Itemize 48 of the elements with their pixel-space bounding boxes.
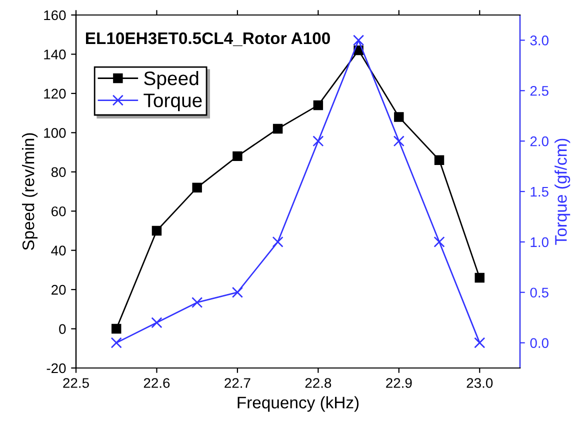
y-tick-label: 120	[44, 88, 66, 99]
point	[272, 124, 283, 134]
point	[151, 317, 162, 328]
y2-tick-label: 0.5	[530, 288, 548, 298]
y-tick-label: 40	[51, 246, 66, 256]
legend-label: Torque	[144, 94, 202, 112]
y2-tick-label: 2.0	[530, 136, 548, 146]
legend-label: Speed	[144, 70, 198, 90]
y2-tick-label: 3.0	[530, 36, 548, 46]
y-tick-label: 80	[51, 167, 66, 178]
point	[232, 151, 242, 162]
y-axis-title: Speed (rev/min)	[22, 133, 38, 250]
point	[312, 136, 324, 147]
y-tick-label: 160	[44, 10, 66, 20]
x-axis-title: Frequency (kHz)	[238, 396, 359, 412]
y2-tick-label: 2.5	[530, 86, 548, 96]
y-tick-label: 140	[44, 50, 66, 60]
y-tick-label: 100	[44, 128, 66, 138]
y2-axis-title: Torque (gf/cm)	[554, 138, 570, 245]
point	[474, 337, 486, 348]
point	[192, 296, 203, 308]
point	[394, 112, 404, 122]
x-tick-label: 22.7	[224, 378, 250, 388]
point	[313, 100, 324, 110]
x-tick-label: 23.0	[466, 378, 493, 388]
x-tick-label: 22.9	[386, 378, 412, 388]
y-tick-label: 60	[52, 206, 66, 216]
y2-tick-label: 1.0	[530, 237, 548, 248]
y2-tick-label: 1.5	[530, 186, 548, 197]
y-tick-label: 20	[52, 284, 66, 295]
x-tick-label: 22.5	[63, 378, 89, 388]
x-tick-label: 22.6	[144, 378, 170, 388]
point	[192, 182, 202, 192]
point	[474, 272, 484, 283]
y2-tick-label: 0.0	[530, 338, 548, 348]
point	[152, 226, 162, 236]
text: EL10EH3ET0.5CL4_Rotor A100	[86, 32, 330, 46]
x-tick-label: 22.8	[305, 378, 332, 388]
point	[112, 324, 122, 334]
point	[232, 286, 244, 298]
point	[393, 136, 404, 147]
point	[434, 155, 444, 165]
y-tick-label: 0	[59, 324, 66, 334]
y-tick-label: -20	[46, 363, 66, 374]
point	[434, 236, 445, 248]
point	[110, 337, 122, 348]
point	[272, 236, 284, 248]
point	[352, 34, 364, 46]
